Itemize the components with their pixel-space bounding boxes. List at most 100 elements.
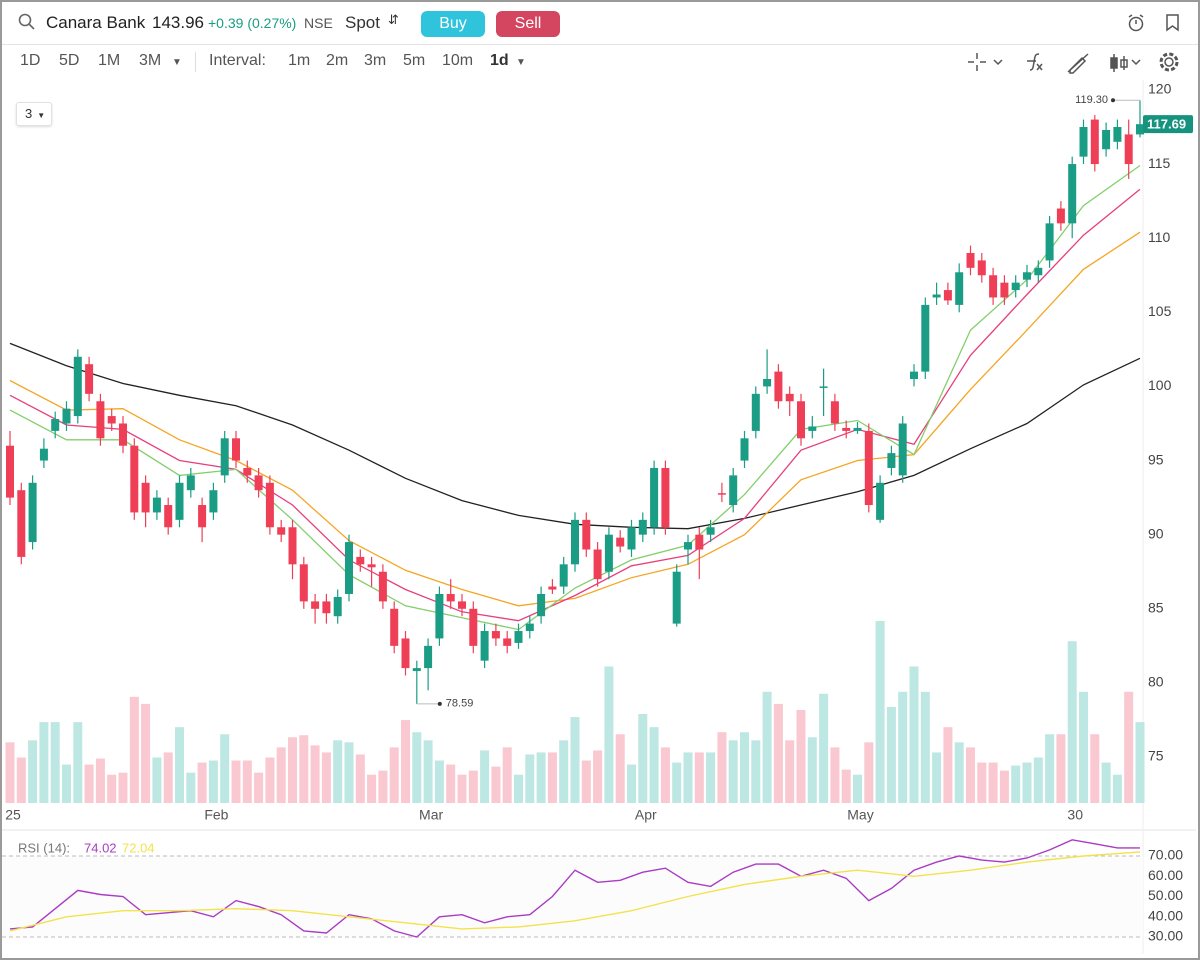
volume-bar: [1124, 691, 1134, 803]
volume-bar: [728, 740, 738, 803]
candle-body: [322, 601, 331, 614]
volume-bar: [785, 740, 795, 803]
volume-bar: [434, 760, 444, 803]
range-button[interactable]: 1D: [20, 52, 41, 69]
candle-body: [412, 668, 421, 672]
volume-bar: [932, 752, 942, 803]
chart-tools[interactable]: [964, 50, 1184, 76]
dropdown-arrow[interactable]: ▼: [516, 57, 526, 68]
panel-selector[interactable]: 3 ▼: [16, 102, 52, 126]
volume-bar: [514, 774, 523, 803]
candle-body: [491, 631, 500, 639]
candle-body: [604, 534, 613, 572]
candle-body: [1034, 267, 1043, 276]
volume-bar: [570, 717, 580, 803]
dropdown-arrow[interactable]: ▼: [172, 57, 182, 68]
candle-body: [220, 438, 229, 476]
moving-average-line: [9, 164, 1141, 631]
volume-bar: [163, 752, 173, 803]
volume-bar: [604, 666, 614, 803]
search-icon[interactable]: [18, 13, 36, 31]
candle-body: [480, 631, 489, 661]
candle-body: [503, 638, 512, 646]
candle-body: [6, 445, 14, 498]
candle-body: [819, 386, 828, 388]
volume-bar: [1033, 757, 1043, 803]
interval-button[interactable]: 2m: [326, 52, 349, 69]
alert-icon[interactable]: [1126, 13, 1146, 33]
buy-button[interactable]: Buy: [421, 11, 485, 37]
low-label: 78.59: [446, 698, 474, 710]
panel-selector-value[interactable]: 3: [25, 106, 33, 121]
candle-body: [537, 593, 546, 617]
volume-bar: [536, 752, 546, 803]
candle-body: [853, 427, 862, 431]
volume-bar: [265, 757, 275, 803]
symbol[interactable]: Canara Bank: [46, 13, 146, 32]
segment[interactable]: Spot: [345, 13, 380, 32]
candle-body: [684, 542, 692, 550]
interval-button[interactable]: 1d: [490, 52, 509, 69]
candle-body: [740, 438, 749, 461]
sell-button[interactable]: Sell: [496, 11, 560, 37]
candle-body: [1056, 208, 1065, 224]
candle-body: [1023, 272, 1031, 280]
candle-body: [525, 623, 534, 632]
candle-body: [548, 586, 557, 590]
candle-body: [898, 423, 907, 476]
volume-bar: [649, 727, 659, 803]
candle-body: [887, 453, 896, 468]
candle-body: [1079, 126, 1088, 157]
candle-body: [1102, 129, 1111, 150]
volume-bar: [547, 752, 557, 803]
candle-body: [390, 608, 399, 646]
y-tick-label: 95: [1148, 451, 1164, 467]
interval-button[interactable]: 3m: [364, 52, 387, 69]
volume-bar: [717, 732, 727, 803]
candle-body: [265, 482, 274, 528]
toolbar-divider: [2, 44, 1198, 45]
volume-bar: [672, 762, 682, 803]
volume-bar: [344, 742, 354, 803]
volume-bar: [220, 734, 230, 803]
volume-bar: [333, 740, 343, 803]
volume-bar: [638, 714, 648, 803]
volume-bar: [197, 762, 207, 803]
volume-bar: [762, 691, 772, 803]
candle-body: [661, 467, 670, 528]
interval-button[interactable]: 5m: [403, 52, 426, 69]
volume-bar: [175, 727, 184, 803]
volume-bar: [50, 722, 60, 803]
candle-body: [582, 519, 591, 550]
bookmark-icon[interactable]: [1165, 13, 1181, 33]
candle-body: [864, 430, 873, 506]
candle-body: [130, 445, 139, 513]
candle-body: [921, 304, 930, 372]
interval-button[interactable]: 1m: [288, 52, 311, 69]
candle-body: [73, 356, 82, 417]
volume-bar: [796, 709, 806, 803]
volume-bar: [62, 764, 71, 803]
interval-button[interactable]: 10m: [442, 52, 474, 69]
range-button[interactable]: 3M: [139, 52, 162, 69]
candle-body: [717, 493, 726, 495]
volume-bar: [254, 772, 264, 803]
last-price-badge: [1143, 115, 1193, 134]
volume-bar: [73, 722, 83, 803]
rsi-line: [9, 839, 1140, 938]
moving-average-line: [9, 188, 1141, 622]
volume-bar: [875, 621, 885, 803]
candle-body: [164, 505, 173, 528]
candle-body: [1011, 282, 1020, 291]
range-button[interactable]: 5D: [59, 52, 80, 69]
volume-bar: [242, 760, 252, 803]
volume-bar: [773, 703, 783, 803]
candle-body: [401, 638, 410, 669]
range-button[interactable]: 1M: [98, 52, 121, 69]
candle-body: [85, 364, 94, 394]
volume-bar: [39, 722, 49, 803]
segment-arrow[interactable]: ⇵: [388, 12, 399, 27]
price-change: +0.39 (0.27%): [208, 15, 297, 31]
candle-body: [672, 571, 681, 624]
candle-body: [458, 601, 466, 609]
